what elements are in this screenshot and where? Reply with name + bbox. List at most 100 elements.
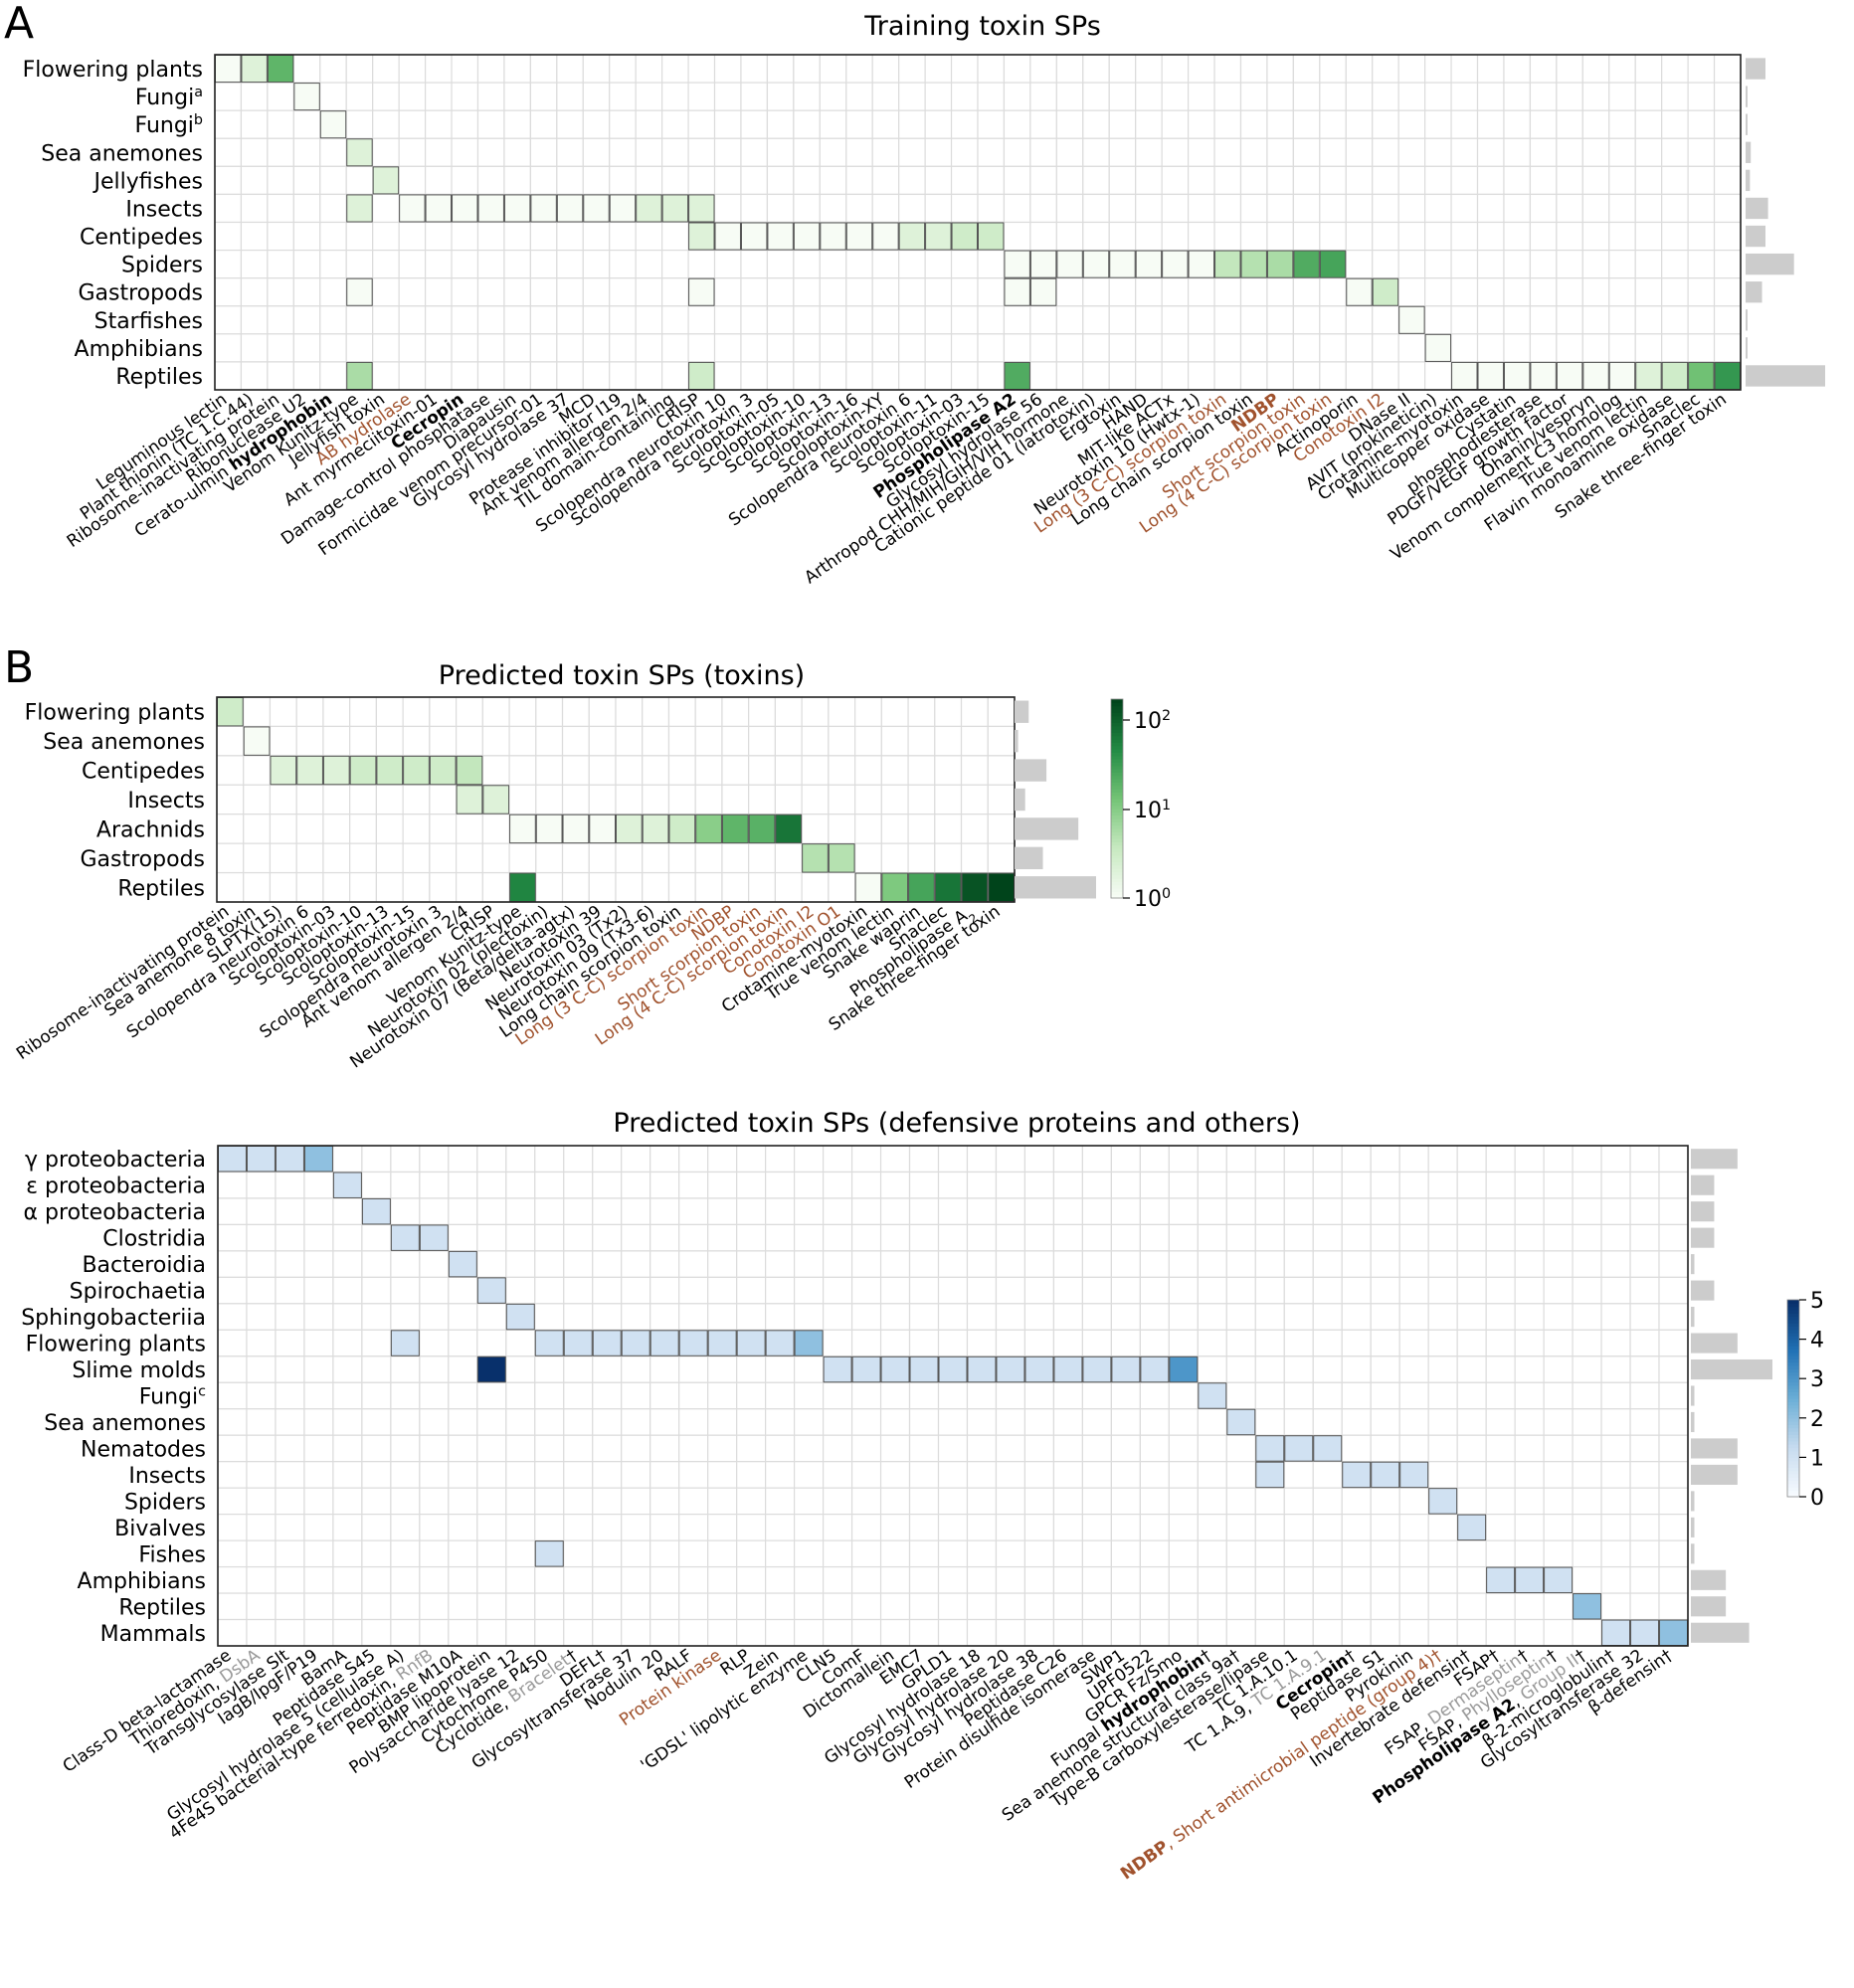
colorbar-step xyxy=(1787,1411,1799,1416)
grid-cell xyxy=(1168,1539,1199,1568)
grid-cell xyxy=(1514,1197,1545,1226)
grid-cell xyxy=(1634,165,1663,196)
grid-cell xyxy=(1168,1461,1199,1489)
grid-cell xyxy=(828,784,856,815)
grid-cell xyxy=(1135,54,1163,84)
row-label: Amphibians xyxy=(78,1569,206,1594)
row-total-bar xyxy=(1015,876,1096,899)
grid-cell xyxy=(592,1539,623,1568)
grid-cell xyxy=(505,1197,536,1226)
grid-cell xyxy=(845,277,873,307)
grid-cell xyxy=(1543,1197,1574,1226)
grid-cell xyxy=(1529,221,1558,252)
grid-cell xyxy=(898,165,926,196)
grid-cell xyxy=(774,784,803,815)
grid-cell xyxy=(529,221,558,252)
colorbar-step xyxy=(1111,705,1123,710)
grid-cell xyxy=(1135,137,1163,167)
grid-cell xyxy=(1081,1303,1112,1331)
grid-cell xyxy=(1514,1592,1545,1621)
colorbar-step xyxy=(1787,1487,1799,1491)
grid-cell xyxy=(1514,1171,1545,1199)
colorbar-step xyxy=(1787,1326,1799,1331)
row-total-bar xyxy=(1746,365,1825,387)
row-label: Gastropods xyxy=(81,847,206,872)
grid-cell xyxy=(766,249,795,279)
grid-cell xyxy=(1661,277,1689,307)
grid-cell xyxy=(736,1618,767,1647)
grid-cell xyxy=(1370,1565,1400,1594)
grid-cell xyxy=(1370,1145,1400,1174)
grid-cell xyxy=(845,305,873,335)
grid-cell xyxy=(217,1565,248,1594)
grid-cell xyxy=(295,871,324,903)
grid-cell xyxy=(456,871,483,903)
grid-cell xyxy=(879,1565,911,1594)
grid-cell xyxy=(1372,221,1399,252)
grid-cell xyxy=(1572,1329,1602,1357)
grid-cell xyxy=(794,1592,825,1621)
grid-cell xyxy=(687,305,716,335)
grid-cell xyxy=(707,1487,738,1516)
grid-cell xyxy=(667,871,696,903)
row-label: Nematodes xyxy=(81,1437,206,1462)
grid-cell xyxy=(678,1461,709,1489)
grid-cell xyxy=(845,249,873,279)
grid-cell xyxy=(850,1276,882,1305)
grid-cell xyxy=(1110,1408,1141,1436)
grid-cell xyxy=(1225,1197,1256,1226)
grid-cell xyxy=(1110,1197,1141,1226)
grid-cell xyxy=(402,784,431,815)
grid-cell xyxy=(1634,277,1663,307)
grid-cell xyxy=(678,1276,709,1305)
grid-cell xyxy=(535,871,564,903)
grid-cell xyxy=(740,333,769,363)
heatmap-cell xyxy=(1661,361,1689,390)
grid-cell xyxy=(1658,1223,1689,1252)
grid-cell xyxy=(1456,1303,1487,1331)
grid-cell xyxy=(1341,1197,1372,1226)
row-label: Slime molds xyxy=(72,1358,206,1383)
grid-cell xyxy=(1168,1197,1199,1226)
grid-cell xyxy=(667,784,696,815)
heatmap-cell xyxy=(293,83,320,111)
colorbar-step xyxy=(1111,762,1123,767)
grid-cell xyxy=(707,1461,738,1489)
grid-cell xyxy=(1370,1381,1400,1410)
colorbar-step xyxy=(1111,854,1123,859)
grid-cell xyxy=(1629,1461,1660,1489)
grid-cell xyxy=(1514,1408,1545,1436)
grid-cell xyxy=(1110,1618,1141,1647)
heatmap-cell xyxy=(1024,1355,1054,1383)
grid-cell xyxy=(1052,1434,1084,1463)
grid-cell xyxy=(1713,221,1742,252)
grid-cell xyxy=(503,82,531,111)
grid-cell xyxy=(216,755,245,786)
grid-cell xyxy=(907,725,936,757)
grid-cell xyxy=(448,1223,478,1252)
grid-cell xyxy=(534,1565,565,1594)
grid-cell xyxy=(1370,1592,1400,1621)
grid-cell xyxy=(1476,82,1505,111)
grid-cell xyxy=(563,1539,594,1568)
grid-cell xyxy=(1658,1303,1689,1331)
grid-cell xyxy=(850,1565,882,1594)
grid-cell xyxy=(765,1276,796,1305)
grid-cell xyxy=(1139,1618,1170,1647)
row-label: Fungic xyxy=(139,1384,206,1410)
heatmap-cell xyxy=(872,222,899,251)
colorbar-step xyxy=(1111,742,1123,747)
grid-cell xyxy=(765,1171,796,1199)
grid-cell xyxy=(1503,333,1532,363)
grid-cell xyxy=(372,54,400,84)
grid-cell xyxy=(822,1461,853,1489)
grid-cell xyxy=(361,1592,392,1621)
grid-cell xyxy=(801,696,830,728)
grid-cell xyxy=(1108,193,1137,224)
grid-cell xyxy=(661,137,689,167)
grid-cell xyxy=(217,1276,248,1305)
grid-cell xyxy=(736,1539,767,1568)
grid-cell xyxy=(292,54,321,84)
row-total-bar xyxy=(1691,1438,1738,1459)
grid-cell xyxy=(960,755,989,786)
